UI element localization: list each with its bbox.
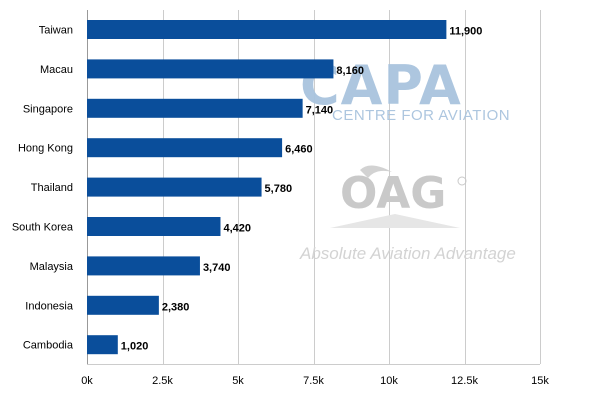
bar [87, 295, 159, 315]
category-label: Indonesia [25, 300, 74, 312]
bar [87, 256, 200, 276]
category-label: Malaysia [30, 261, 74, 273]
category-label: Singapore [23, 103, 73, 115]
bar [87, 217, 221, 236]
category-label: Thailand [31, 182, 73, 194]
oag-divider-shape [330, 214, 460, 228]
registered-mark-icon [457, 176, 467, 186]
oag-watermark-tagline: Absolute Aviation Advantage [299, 244, 516, 263]
category-label: Taiwan [39, 25, 73, 37]
x-tick-label: 2.5k [152, 375, 173, 387]
category-label: Hong Kong [18, 143, 73, 155]
oag-swoosh-icon [360, 165, 392, 178]
bar [87, 335, 118, 355]
bar-value-label: 8,160 [336, 65, 364, 77]
bar-value-label: 5,780 [265, 183, 293, 195]
oag-watermark: OAG Absolute Aviation Advantage [299, 165, 516, 263]
x-tick-label: 7.5k [303, 375, 324, 387]
x-tick-label: 5k [232, 375, 244, 387]
bar-value-label: 2,380 [162, 301, 190, 313]
bar-value-label: 7,140 [306, 104, 334, 116]
x-tick-label: 0k [81, 375, 93, 387]
category-label: Macau [40, 64, 73, 76]
bar [87, 177, 262, 197]
category-axis: Taiwan Macau Singapore Hong Kong Thailand Sou… [12, 25, 74, 352]
capa-watermark-tagline: CENTRE FOR AVIATION [332, 107, 510, 124]
bar [87, 20, 447, 39]
bar [87, 138, 283, 158]
capa-watermark: CAPA CENTRE FOR AVIATION [300, 54, 510, 124]
bar-value-label: 4,420 [223, 223, 251, 235]
bar [87, 98, 303, 118]
bar-value-label: 6,460 [285, 144, 313, 156]
x-tick-label: 10k [380, 375, 398, 387]
category-label: South Korea [12, 222, 74, 234]
bar-value-label: 3,740 [203, 262, 231, 274]
bar-value-label: 1,020 [121, 341, 149, 353]
value-axis: 0k 2.5k 5k 7.5k 10k 12.5k 15k [81, 375, 549, 387]
bar [87, 59, 334, 79]
x-tick-label: 12.5k [451, 375, 478, 387]
bars [87, 20, 447, 355]
bar-value-label: 11,900 [449, 26, 482, 38]
x-tick-label: 15k [531, 375, 549, 387]
category-label: Cambodia [23, 340, 74, 352]
bar-value-labels: 11,900 8,160 7,140 6,460 5,780 4,420 3,740 2,38… [121, 26, 483, 353]
oag-watermark-logo: OAG [340, 168, 446, 219]
